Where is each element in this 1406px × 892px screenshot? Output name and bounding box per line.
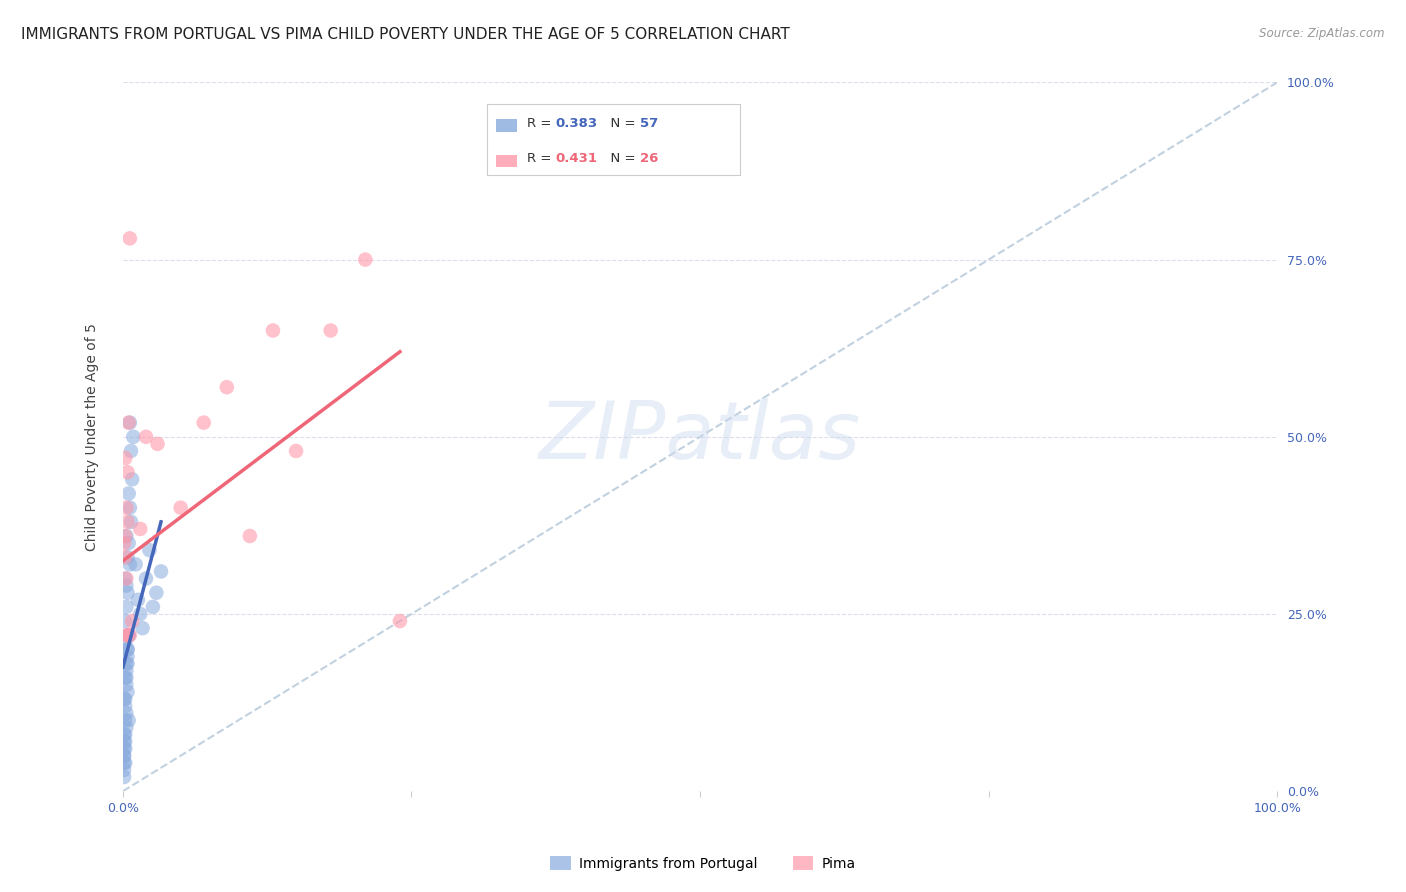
- Point: [114, 756, 136, 770]
- Point: [120, 444, 142, 458]
- Text: 0.383: 0.383: [555, 117, 598, 130]
- Point: [124, 558, 146, 572]
- Point: [112, 734, 135, 748]
- Text: 0.431: 0.431: [555, 153, 598, 166]
- Point: [117, 685, 139, 699]
- Text: 57: 57: [640, 117, 658, 130]
- Point: [354, 252, 377, 267]
- Point: [215, 380, 238, 394]
- Point: [117, 585, 139, 599]
- Point: [138, 543, 160, 558]
- Point: [118, 628, 141, 642]
- Point: [112, 756, 135, 770]
- Text: R =: R =: [527, 153, 555, 166]
- FancyBboxPatch shape: [496, 154, 516, 168]
- Point: [145, 585, 167, 599]
- Point: [115, 529, 138, 543]
- Point: [114, 614, 136, 628]
- Point: [285, 444, 308, 458]
- Point: [118, 558, 141, 572]
- Point: [117, 628, 139, 642]
- Point: [117, 515, 139, 529]
- Point: [118, 713, 141, 727]
- Point: [115, 500, 138, 515]
- Point: [112, 770, 135, 784]
- Point: [115, 657, 138, 671]
- Point: [117, 642, 139, 657]
- Point: [118, 416, 141, 430]
- Point: [115, 671, 138, 685]
- Point: [114, 529, 136, 543]
- Point: [135, 430, 157, 444]
- Point: [112, 741, 135, 756]
- Point: [118, 416, 141, 430]
- Text: N =: N =: [602, 117, 640, 130]
- Point: [150, 565, 173, 579]
- Point: [262, 324, 284, 338]
- Point: [131, 621, 153, 635]
- Point: [112, 692, 135, 706]
- Point: [114, 727, 136, 741]
- Point: [115, 706, 138, 721]
- Point: [117, 649, 139, 664]
- Point: [114, 713, 136, 727]
- Point: [319, 324, 342, 338]
- Point: [115, 572, 138, 586]
- Point: [388, 614, 411, 628]
- Point: [114, 635, 136, 649]
- Point: [114, 692, 136, 706]
- Point: [120, 515, 142, 529]
- Point: [118, 536, 141, 550]
- FancyBboxPatch shape: [496, 120, 516, 132]
- Point: [114, 699, 136, 714]
- Text: 26: 26: [640, 153, 658, 166]
- Point: [135, 572, 157, 586]
- Text: Source: ZipAtlas.com: Source: ZipAtlas.com: [1260, 27, 1385, 40]
- Y-axis label: Child Poverty Under the Age of 5: Child Poverty Under the Age of 5: [86, 323, 100, 550]
- Point: [169, 500, 191, 515]
- Point: [142, 599, 165, 614]
- Point: [115, 579, 138, 593]
- Point: [121, 614, 143, 628]
- Point: [114, 572, 136, 586]
- Point: [115, 599, 138, 614]
- Point: [114, 671, 136, 685]
- Point: [115, 664, 138, 678]
- Point: [118, 628, 141, 642]
- Legend: Immigrants from Portugal, Pima: Immigrants from Portugal, Pima: [544, 851, 862, 876]
- Point: [114, 741, 136, 756]
- Point: [117, 642, 139, 657]
- Point: [112, 536, 135, 550]
- Point: [129, 522, 152, 536]
- Point: [146, 437, 169, 451]
- Point: [129, 607, 152, 621]
- Point: [118, 486, 141, 500]
- Point: [117, 550, 139, 565]
- Point: [112, 727, 135, 741]
- Point: [117, 465, 139, 479]
- Point: [118, 628, 141, 642]
- Text: R =: R =: [527, 117, 555, 130]
- Point: [117, 657, 139, 671]
- Point: [115, 628, 138, 642]
- Point: [239, 529, 262, 543]
- Text: ZIPatlas: ZIPatlas: [538, 398, 860, 475]
- Point: [114, 734, 136, 748]
- Point: [112, 763, 135, 777]
- Text: IMMIGRANTS FROM PORTUGAL VS PIMA CHILD POVERTY UNDER THE AGE OF 5 CORRELATION CH: IMMIGRANTS FROM PORTUGAL VS PIMA CHILD P…: [21, 27, 790, 42]
- Point: [118, 231, 141, 245]
- Point: [114, 550, 136, 565]
- Point: [118, 500, 141, 515]
- Point: [112, 748, 135, 763]
- FancyBboxPatch shape: [486, 103, 741, 175]
- Point: [115, 720, 138, 734]
- Point: [114, 451, 136, 466]
- Point: [121, 472, 143, 486]
- Text: N =: N =: [602, 153, 640, 166]
- Point: [193, 416, 215, 430]
- Point: [115, 678, 138, 692]
- Point: [112, 748, 135, 763]
- Point: [122, 430, 145, 444]
- Point: [127, 592, 149, 607]
